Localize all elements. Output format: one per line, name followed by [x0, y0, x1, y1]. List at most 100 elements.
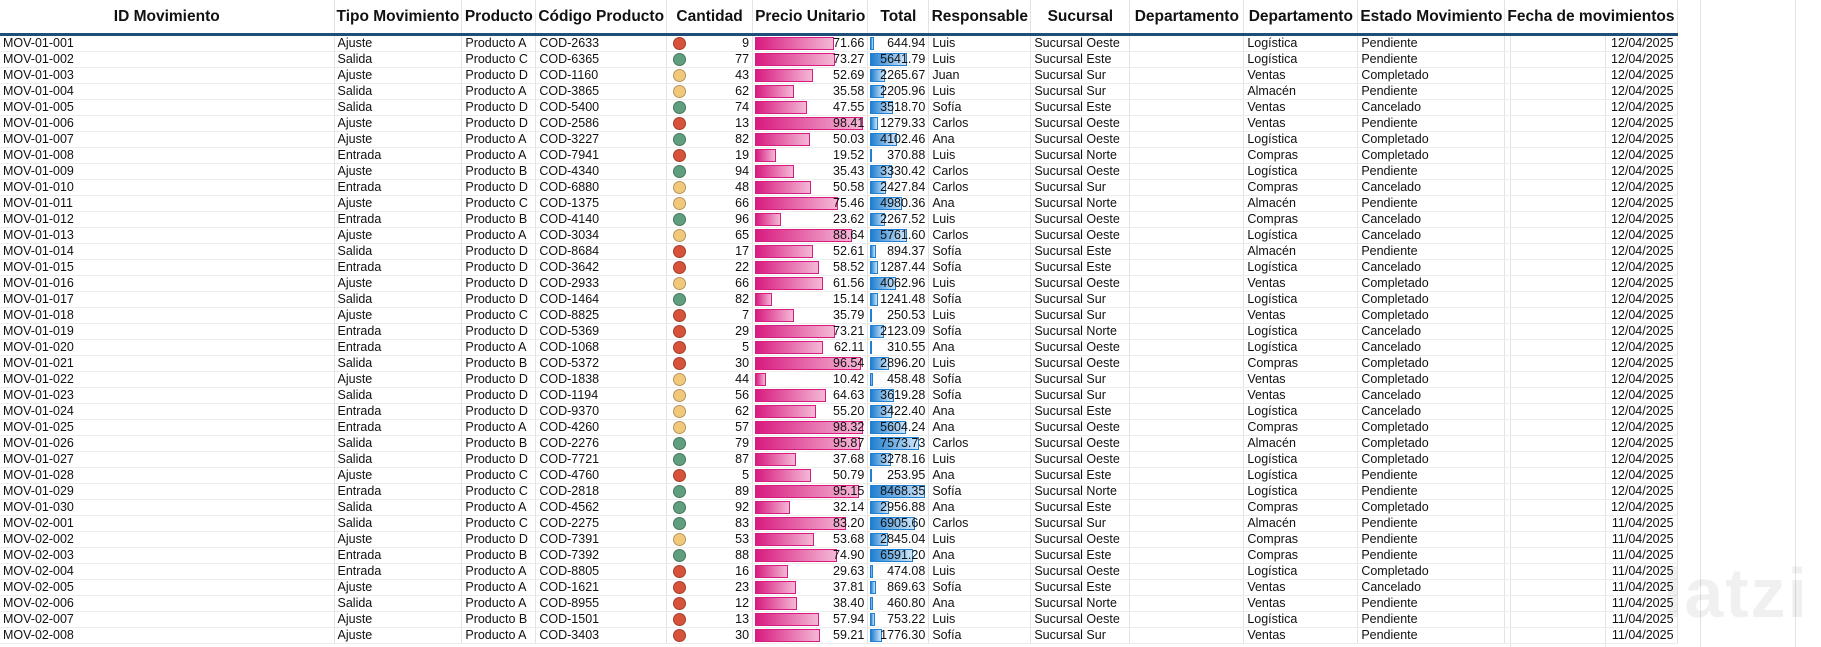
cell-sucursal[interactable]: Sucursal Oeste — [1030, 115, 1131, 132]
cell-producto[interactable]: Producto D — [461, 243, 537, 260]
cell-precio[interactable]: 50.79 — [752, 467, 869, 484]
cell-sucursal[interactable]: Sucursal Oeste — [1030, 131, 1131, 148]
cell-precio[interactable]: 15.14 — [752, 291, 869, 308]
cell-departamento-1[interactable] — [1129, 515, 1245, 532]
cell-tipo[interactable]: Entrada — [334, 339, 463, 356]
cell-precio[interactable]: 64.63 — [752, 387, 869, 404]
cell-cantidad[interactable]: 53 — [666, 531, 754, 548]
cell-precio[interactable]: 73.27 — [752, 51, 869, 68]
cell-tipo[interactable]: Entrada — [334, 323, 463, 340]
cell-responsable[interactable]: Luis — [928, 275, 1032, 292]
cell-total[interactable]: 644.94 — [867, 34, 930, 52]
cell-precio[interactable]: 38.40 — [752, 595, 869, 612]
cell-tipo[interactable]: Salida — [334, 243, 463, 260]
cell-estado[interactable]: Completado — [1357, 435, 1506, 452]
cell-responsable[interactable]: Luis — [928, 531, 1032, 548]
cell-total[interactable]: 869.63 — [867, 579, 930, 596]
cell-departamento-2[interactable]: Compras — [1243, 499, 1359, 516]
cell-departamento-1[interactable] — [1129, 195, 1245, 212]
cell-responsable[interactable]: Sofía — [928, 243, 1032, 260]
cell-precio[interactable]: 88.64 — [752, 227, 869, 244]
cell-estado[interactable]: Pendiente — [1357, 515, 1506, 532]
cell-estado[interactable]: Cancelado — [1357, 339, 1506, 356]
cell-responsable[interactable]: Sofía — [928, 323, 1032, 340]
cell-producto[interactable]: Producto A — [461, 131, 537, 148]
cell-id[interactable]: MOV-01-029 — [0, 483, 335, 500]
cell-id[interactable]: MOV-01-002 — [0, 51, 335, 68]
cell-responsable[interactable]: Sofía — [928, 99, 1032, 116]
cell-departamento-1[interactable] — [1129, 595, 1245, 612]
cell-cantidad[interactable]: 57 — [666, 419, 754, 436]
cell-estado[interactable]: Completado — [1357, 563, 1506, 580]
cell-sucursal[interactable]: Sucursal Oeste — [1030, 227, 1131, 244]
cell-responsable[interactable]: Carlos — [928, 163, 1032, 180]
cell-responsable[interactable]: Sofía — [928, 371, 1032, 388]
cell-responsable[interactable]: Ana — [928, 499, 1032, 516]
cell-producto[interactable]: Producto A — [461, 595, 537, 612]
cell-precio[interactable]: 10.42 — [752, 371, 869, 388]
cell-tipo[interactable]: Salida — [334, 83, 463, 100]
cell-id[interactable]: MOV-01-020 — [0, 339, 335, 356]
cell-sucursal[interactable]: Sucursal Oeste — [1030, 451, 1131, 468]
cell-sucursal[interactable]: Sucursal Este — [1030, 499, 1131, 516]
cell-producto[interactable]: Producto D — [461, 115, 537, 132]
cell-departamento-2[interactable]: Logística — [1243, 131, 1359, 148]
cell-tipo[interactable]: Ajuste — [334, 163, 463, 180]
cell-codigo[interactable]: COD-7721 — [535, 451, 668, 468]
cell-fecha[interactable]: 11/04/2025 — [1504, 595, 1678, 612]
cell-sucursal[interactable]: Sucursal Sur — [1030, 371, 1131, 388]
cell-departamento-1[interactable] — [1129, 467, 1245, 484]
cell-id[interactable]: MOV-01-006 — [0, 115, 335, 132]
cell-departamento-2[interactable]: Compras — [1243, 211, 1359, 228]
cell-fecha[interactable]: 12/04/2025 — [1504, 499, 1678, 516]
cell-precio[interactable]: 53.68 — [752, 531, 869, 548]
col-header-responsable[interactable]: Responsable — [928, 0, 1032, 36]
cell-responsable[interactable]: Ana — [928, 547, 1032, 564]
cell-departamento-2[interactable]: Logística — [1243, 403, 1359, 420]
cell-total[interactable]: 894.37 — [867, 243, 930, 260]
cell-tipo[interactable]: Entrada — [334, 483, 463, 500]
cell-codigo[interactable]: COD-3403 — [535, 627, 668, 644]
cell-responsable[interactable]: Ana — [928, 195, 1032, 212]
cell-fecha[interactable]: 11/04/2025 — [1504, 531, 1678, 548]
cell-cantidad[interactable]: 56 — [666, 387, 754, 404]
cell-departamento-2[interactable]: Ventas — [1243, 371, 1359, 388]
cell-codigo[interactable]: COD-1068 — [535, 339, 668, 356]
cell-codigo[interactable]: COD-1375 — [535, 195, 668, 212]
cell-id[interactable]: MOV-01-021 — [0, 355, 335, 372]
cell-tipo[interactable]: Ajuste — [334, 67, 463, 84]
cell-sucursal[interactable]: Sucursal Oeste — [1030, 355, 1131, 372]
cell-id[interactable]: MOV-01-013 — [0, 227, 335, 244]
cell-producto[interactable]: Producto A — [461, 339, 537, 356]
cell-producto[interactable]: Producto A — [461, 34, 537, 52]
cell-responsable[interactable]: Luis — [928, 563, 1032, 580]
cell-estado[interactable]: Pendiente — [1357, 467, 1506, 484]
cell-fecha[interactable]: 12/04/2025 — [1504, 403, 1678, 420]
cell-departamento-2[interactable]: Ventas — [1243, 307, 1359, 324]
cell-total[interactable]: 3330.42 — [867, 163, 930, 180]
cell-producto[interactable]: Producto D — [461, 323, 537, 340]
cell-producto[interactable]: Producto A — [461, 227, 537, 244]
cell-total[interactable]: 3422.40 — [867, 403, 930, 420]
cell-departamento-2[interactable]: Ventas — [1243, 627, 1359, 644]
cell-fecha[interactable]: 12/04/2025 — [1504, 355, 1678, 372]
cell-cantidad[interactable]: 48 — [666, 179, 754, 196]
cell-total[interactable]: 1776.30 — [867, 627, 930, 644]
cell-departamento-2[interactable]: Almacén — [1243, 243, 1359, 260]
cell-fecha[interactable]: 11/04/2025 — [1504, 579, 1678, 596]
cell-estado[interactable]: Cancelado — [1357, 211, 1506, 228]
cell-sucursal[interactable]: Sucursal Este — [1030, 51, 1131, 68]
cell-precio[interactable]: 37.81 — [752, 579, 869, 596]
cell-id[interactable]: MOV-01-027 — [0, 451, 335, 468]
cell-cantidad[interactable]: 65 — [666, 227, 754, 244]
cell-codigo[interactable]: COD-6880 — [535, 179, 668, 196]
cell-codigo[interactable]: COD-1838 — [535, 371, 668, 388]
cell-precio[interactable]: 52.69 — [752, 67, 869, 84]
cell-cantidad[interactable]: 17 — [666, 243, 754, 260]
cell-departamento-1[interactable] — [1129, 419, 1245, 436]
cell-producto[interactable]: Producto B — [461, 435, 537, 452]
cell-fecha[interactable]: 11/04/2025 — [1504, 627, 1678, 644]
cell-id[interactable]: MOV-01-015 — [0, 259, 335, 276]
cell-id[interactable]: MOV-01-012 — [0, 211, 335, 228]
cell-estado[interactable]: Pendiente — [1357, 243, 1506, 260]
